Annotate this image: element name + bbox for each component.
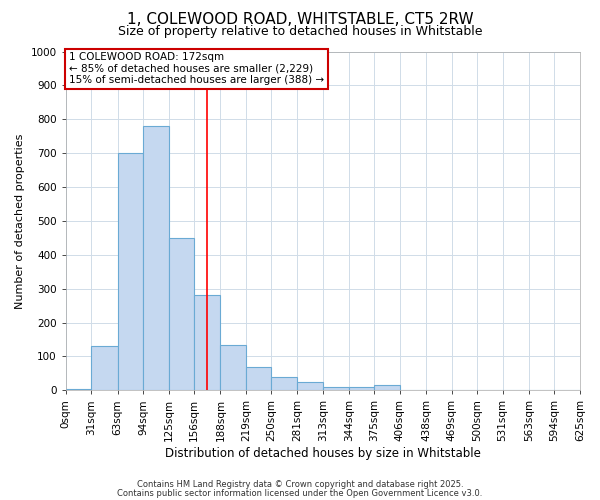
Text: Contains HM Land Registry data © Crown copyright and database right 2025.: Contains HM Land Registry data © Crown c… — [137, 480, 463, 489]
Bar — [220, 345, 246, 391]
X-axis label: Distribution of detached houses by size in Whitstable: Distribution of detached houses by size … — [165, 447, 481, 460]
Text: Contains public sector information licensed under the Open Government Licence v3: Contains public sector information licen… — [118, 489, 482, 498]
Text: 1, COLEWOOD ROAD, WHITSTABLE, CT5 2RW: 1, COLEWOOD ROAD, WHITSTABLE, CT5 2RW — [127, 12, 473, 28]
Bar — [143, 126, 169, 390]
Bar — [271, 376, 297, 390]
Bar — [194, 296, 220, 390]
Y-axis label: Number of detached properties: Number of detached properties — [15, 133, 25, 308]
Bar — [374, 385, 400, 390]
Bar — [118, 153, 143, 390]
Text: Size of property relative to detached houses in Whitstable: Size of property relative to detached ho… — [118, 25, 482, 38]
Bar — [297, 382, 323, 390]
Bar — [246, 368, 271, 390]
Bar — [323, 387, 349, 390]
Bar — [169, 238, 194, 390]
Bar — [349, 387, 374, 390]
Bar — [91, 346, 118, 391]
Bar — [66, 388, 91, 390]
Text: 1 COLEWOOD ROAD: 172sqm
← 85% of detached houses are smaller (2,229)
15% of semi: 1 COLEWOOD ROAD: 172sqm ← 85% of detache… — [69, 52, 324, 86]
